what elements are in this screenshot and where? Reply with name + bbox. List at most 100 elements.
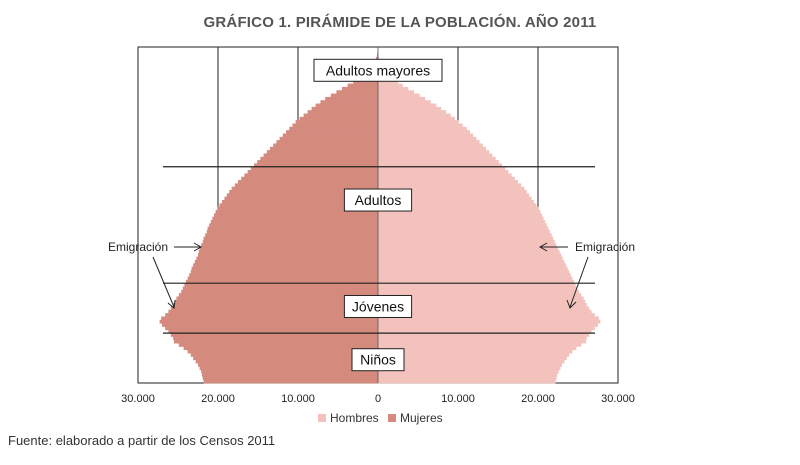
bar-mujeres (173, 303, 378, 307)
bar-hombres (378, 156, 496, 161)
bar-hombres (378, 266, 568, 271)
bar-mujeres (282, 133, 378, 138)
label-box (343, 188, 413, 212)
bar-hombres (378, 190, 527, 194)
bar-hombres (378, 143, 483, 148)
age-group-label-text: Adultos (355, 192, 402, 208)
bar-hombres (378, 80, 398, 84)
bar-hombres (378, 239, 555, 244)
bar-mujeres (193, 356, 378, 361)
bar-mujeres (193, 263, 378, 267)
bar-mujeres (178, 293, 378, 297)
bar-mujeres (244, 173, 378, 178)
bar-mujeres (289, 126, 378, 131)
x-tick-label: 10.000 (281, 393, 315, 405)
bar-hombres (378, 186, 525, 191)
bar-hombres (378, 110, 446, 114)
bar-mujeres (186, 279, 378, 284)
bar-hombres (378, 306, 590, 311)
bar-mujeres (178, 343, 378, 347)
bar-mujeres (254, 163, 378, 168)
bar-mujeres (196, 256, 378, 261)
bar-hombres (378, 313, 595, 317)
bar-mujeres (174, 299, 378, 304)
bar-hombres (378, 376, 557, 381)
bar-hombres (378, 176, 515, 181)
bar-hombres (378, 206, 539, 211)
chart-title: GRÁFICO 1. PIRÁMIDE DE LA POBLACIÓN. AÑO… (203, 14, 597, 31)
bar-mujeres (199, 246, 378, 251)
bar-mujeres (191, 266, 378, 271)
annotation-emigracion-left: Emigración (108, 240, 168, 254)
bar-hombres (378, 323, 598, 327)
bar-hombres (378, 213, 542, 218)
bar-mujeres (215, 210, 378, 214)
bar-mujeres (376, 53, 378, 58)
bar-hombres (378, 103, 437, 108)
x-tick-label: 0 (375, 393, 381, 405)
bar-hombres (378, 339, 586, 344)
bar-hombres (378, 126, 467, 131)
bar-hombres (378, 346, 577, 351)
bar-mujeres (183, 346, 378, 351)
bar-hombres (378, 356, 567, 361)
label-box (313, 58, 443, 82)
bar-hombres (378, 299, 586, 304)
bar-hombres (378, 113, 451, 118)
bar-mujeres (292, 123, 378, 128)
arrow-emigracion-right-diagonal (569, 256, 589, 308)
bar-hombres (378, 259, 565, 264)
bar-mujeres (174, 339, 378, 344)
bar-hombres (378, 210, 541, 214)
x-tick-label: 10.000 (441, 393, 475, 405)
age-group-label: Adultos mayores (313, 58, 443, 82)
bar-mujeres (320, 100, 378, 104)
bar-mujeres (279, 136, 378, 141)
bar-mujeres (231, 186, 378, 191)
bar-hombres (378, 163, 502, 168)
bar-mujeres (176, 296, 378, 301)
bar-mujeres (170, 306, 378, 311)
bar-hombres (378, 289, 579, 294)
bar-mujeres (238, 180, 378, 184)
bar-mujeres (210, 219, 378, 224)
age-group-label-text: Adultos mayores (326, 62, 430, 78)
bar-hombres (378, 329, 592, 334)
label-box (343, 294, 413, 318)
bar-mujeres (205, 233, 378, 238)
bar-hombres (378, 106, 442, 111)
bar-mujeres (161, 316, 378, 321)
bar-hombres (378, 90, 414, 94)
bar-mujeres (203, 379, 378, 384)
bar-mujeres (184, 283, 378, 287)
bar-hombres (378, 333, 590, 337)
bar-mujeres (206, 229, 378, 234)
bar-hombres (378, 233, 552, 238)
bar-hombres (378, 316, 599, 321)
bar-mujeres (226, 193, 378, 198)
bar-hombres (378, 130, 470, 134)
bar-hombres (378, 246, 558, 251)
bar-mujeres (299, 116, 378, 121)
bar-hombres (378, 293, 582, 297)
bar-hombres (378, 160, 499, 164)
bar-mujeres (194, 259, 378, 264)
bar-hombres (378, 200, 534, 204)
arrowhead-right-diagonal (566, 299, 577, 309)
bar-mujeres (201, 369, 378, 374)
legend-swatch-hombres (318, 414, 326, 422)
bar-mujeres (311, 106, 378, 111)
bar-hombres (378, 236, 554, 241)
bar-mujeres (219, 203, 378, 208)
bar-mujeres (159, 319, 378, 324)
bar-hombres (378, 379, 556, 384)
bar-hombres (378, 116, 455, 121)
bar-hombres (378, 216, 544, 221)
bar-hombres (378, 286, 578, 291)
bar-hombres (378, 226, 549, 231)
bar-hombres (378, 96, 426, 101)
bar-mujeres (353, 80, 378, 84)
bar-mujeres (187, 276, 378, 281)
population-pyramid-chart: Niños Jóvenes Adultos Adultos mayores 30.00… (108, 46, 635, 425)
bar-mujeres (315, 103, 378, 108)
